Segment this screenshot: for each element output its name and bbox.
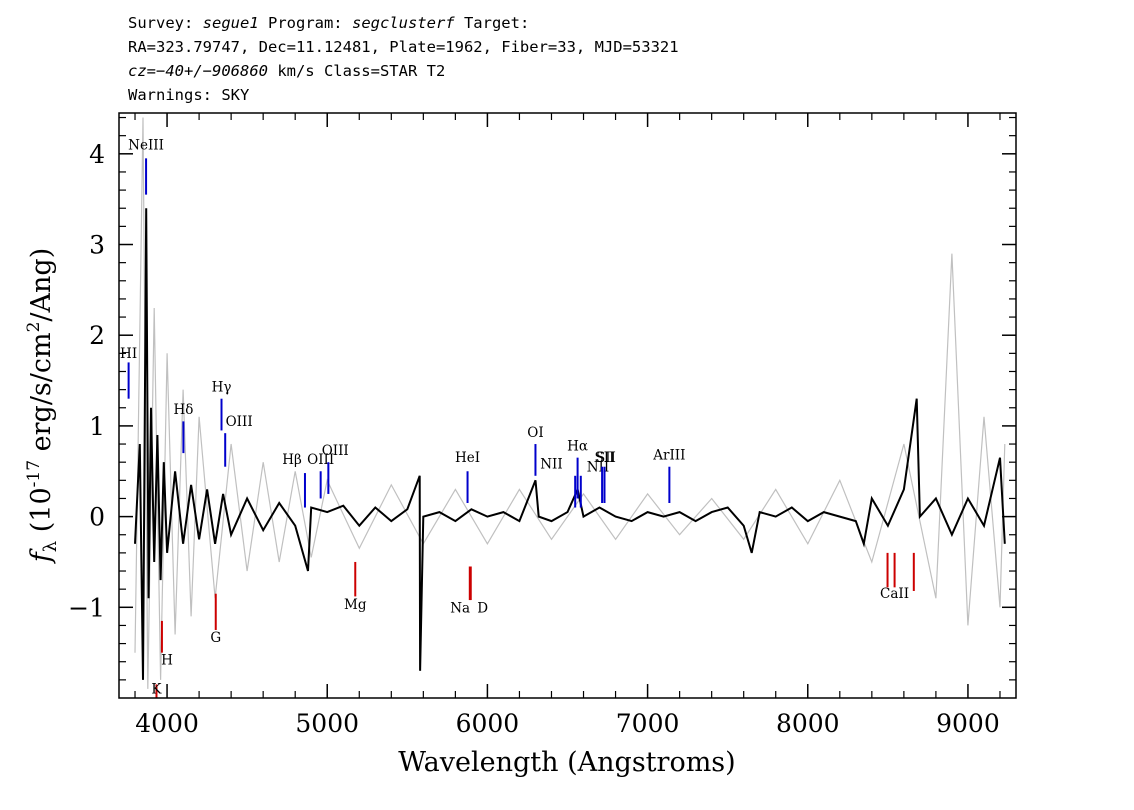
cz-value: cz=−40+/−906860 — [128, 62, 268, 80]
emission-line-label: HeI — [455, 450, 480, 466]
emission-line-label: Hγ — [212, 379, 232, 395]
emission-line-label: NeIII — [128, 137, 164, 153]
absorption-line-label: K — [151, 681, 162, 697]
target-label: Target: — [454, 14, 530, 32]
absorption-line-label: Mg — [344, 597, 367, 613]
absorption-line-label: CaII — [880, 586, 909, 602]
absorption-line-label: Na — [450, 601, 470, 617]
y-tick-label: 4 — [89, 140, 105, 169]
y-axis-title: fλ (10-17 erg/s/cm2/Ang) — [24, 248, 61, 564]
error-series — [134, 117, 1006, 689]
program-label: Program: — [258, 14, 352, 32]
flux-line — [134, 208, 1006, 680]
absorption-line-label: H — [161, 652, 173, 668]
axis-ticks: 4000 5000 6000 7000 8000 9000 −1 0 1 2 3 4 — [68, 113, 1016, 738]
emission-line-label: NII — [540, 457, 562, 473]
x-tick-label: 6000 — [456, 709, 520, 738]
flux-series — [134, 208, 1006, 680]
emission-line-label: OIII — [322, 443, 349, 459]
emission-line-label: OI — [527, 425, 543, 441]
x-tick-label: 4000 — [135, 709, 199, 738]
survey-value: segue1 — [202, 14, 259, 32]
header-line-4: Warnings: SKY — [128, 86, 250, 104]
header-line-2: RA=323.79747, Dec=11.12481, Plate=1962, … — [128, 38, 679, 56]
program-value: segclusterf — [351, 14, 455, 32]
x-tick-label: 9000 — [936, 709, 1000, 738]
y-tick-label: −1 — [68, 593, 105, 622]
x-tick-label: 7000 — [616, 709, 680, 738]
header-line-1: Survey: segue1 Program: segclusterf Targ… — [128, 14, 529, 33]
y-tick-label: 2 — [89, 321, 105, 350]
y-tick-label: 1 — [89, 412, 105, 441]
y-tick-label: 3 — [89, 231, 105, 260]
header-line-3: cz=−40+/−906860 km/s Class=STAR T2 — [128, 62, 445, 81]
emission-line-label: Hβ — [282, 452, 302, 468]
emission-line-label: HI — [120, 346, 137, 362]
emission-line-label: SII — [596, 450, 616, 466]
x-tick-label: 8000 — [776, 709, 840, 738]
y-tick-label: 0 — [89, 503, 105, 532]
emission-line-label: OIII — [226, 414, 253, 430]
x-axis-title: Wavelength (Angstroms) — [398, 747, 735, 778]
emission-line-label: ArIII — [652, 447, 685, 463]
error-line — [134, 117, 1006, 689]
emission-line-label: SII — [595, 450, 615, 466]
emission-line-label: Hα — [567, 438, 588, 454]
class-text: km/s Class=STAR T2 — [267, 62, 446, 80]
plot-frame — [118, 112, 1017, 699]
survey-label: Survey: — [128, 14, 203, 32]
emission-line-label: Hδ — [173, 402, 193, 418]
absorption-line-label: G — [210, 630, 221, 646]
x-tick-label: 5000 — [295, 709, 359, 738]
absorption-line-label: D — [477, 601, 488, 617]
